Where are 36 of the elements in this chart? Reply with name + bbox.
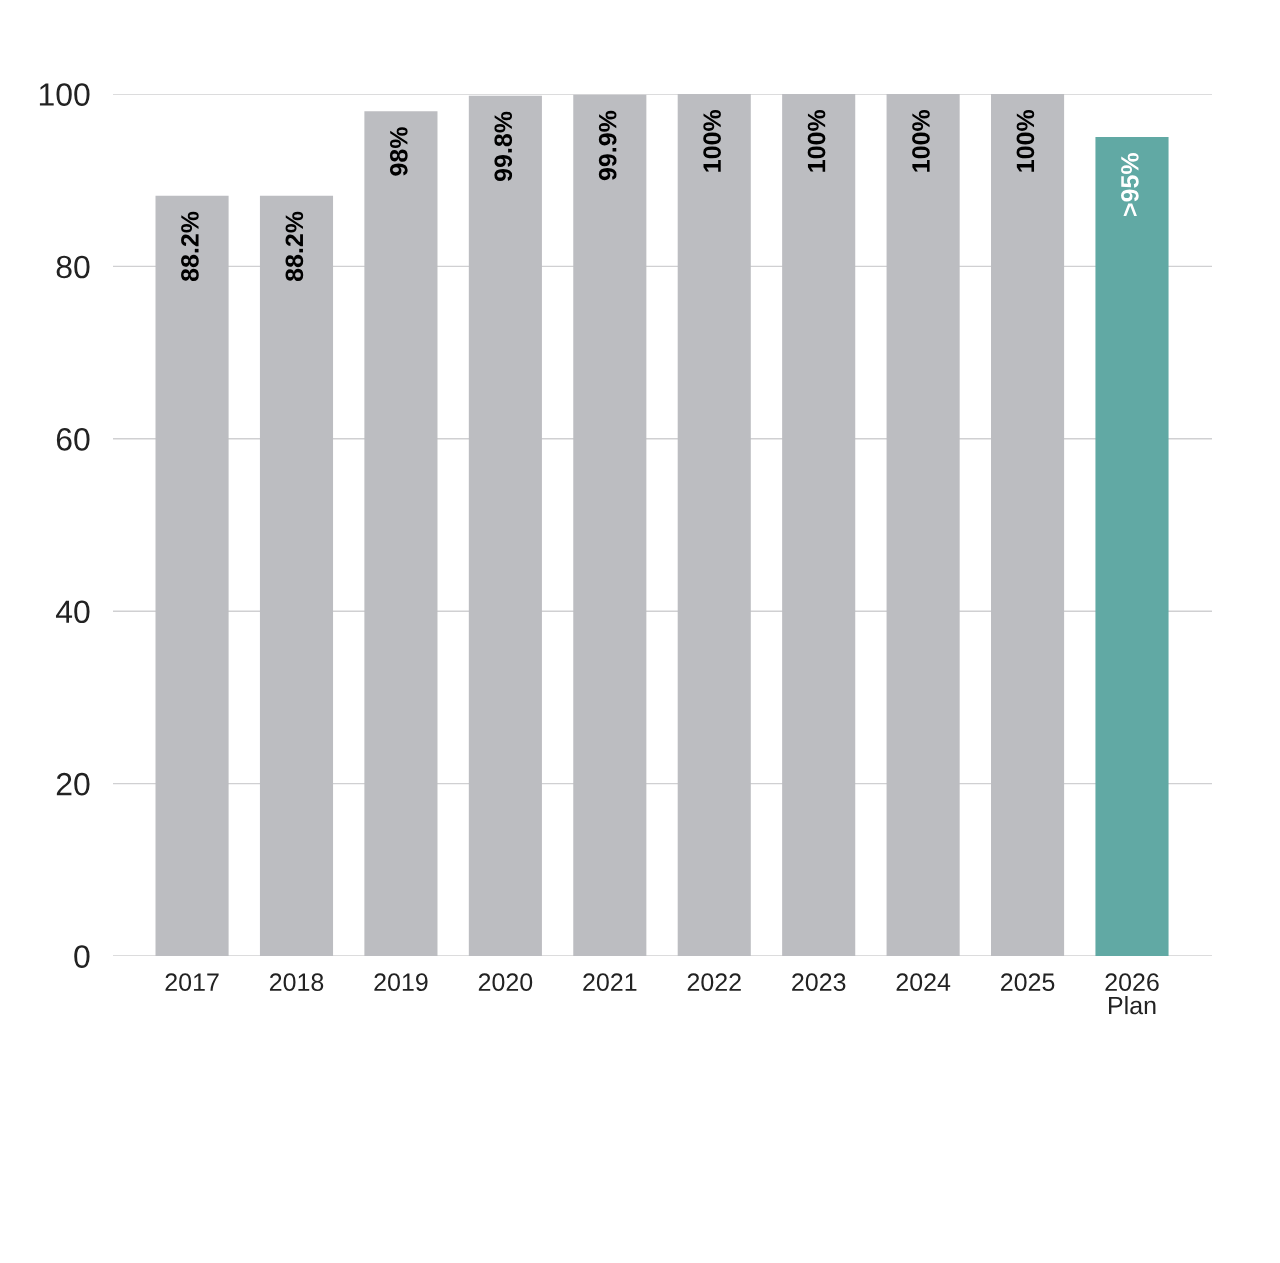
bar — [782, 94, 856, 956]
data-label: 99.8% — [494, 111, 513, 182]
x-tick-label: 2019 — [374, 973, 428, 992]
x-tick-label: 2018 — [269, 973, 324, 992]
data-label: 100% — [807, 109, 826, 172]
bar — [468, 95, 542, 956]
x-tick-label: 2021 — [583, 973, 637, 992]
y-tick-label: 0 — [74, 945, 90, 968]
x-tick-label: 2024 — [896, 973, 951, 992]
data-label: 88.2% — [181, 211, 199, 282]
data-label: 88.2% — [285, 211, 304, 282]
bar — [886, 94, 960, 956]
data-label: 100% — [703, 109, 721, 172]
y-tick-label: 80 — [56, 255, 90, 279]
x-tick-label: 2025 — [1001, 973, 1055, 992]
x-tick-label: 2023 — [792, 973, 846, 992]
data-label: >95% — [1121, 153, 1139, 216]
x-tick-label: 2020 — [478, 973, 533, 992]
x-tick-label: 2022 — [687, 973, 741, 992]
y-tick-label: 100 — [39, 83, 90, 106]
bar — [573, 94, 647, 956]
bar — [155, 195, 229, 956]
data-label: 98% — [389, 127, 408, 176]
y-tick-label: 20 — [56, 772, 90, 796]
data-label: 100% — [912, 109, 930, 172]
x-tick-label: 2026 Plan — [1105, 973, 1159, 1015]
y-tick-label: 40 — [55, 600, 90, 624]
bar — [1095, 137, 1169, 956]
y-tick-label: 60 — [56, 428, 90, 451]
bar — [259, 195, 334, 956]
data-label: 100% — [1016, 109, 1035, 172]
bar — [677, 94, 751, 956]
x-tick-label: 2017 — [165, 973, 219, 992]
data-label: 99.9% — [598, 110, 617, 181]
bar — [364, 111, 438, 956]
bar — [991, 94, 1065, 956]
